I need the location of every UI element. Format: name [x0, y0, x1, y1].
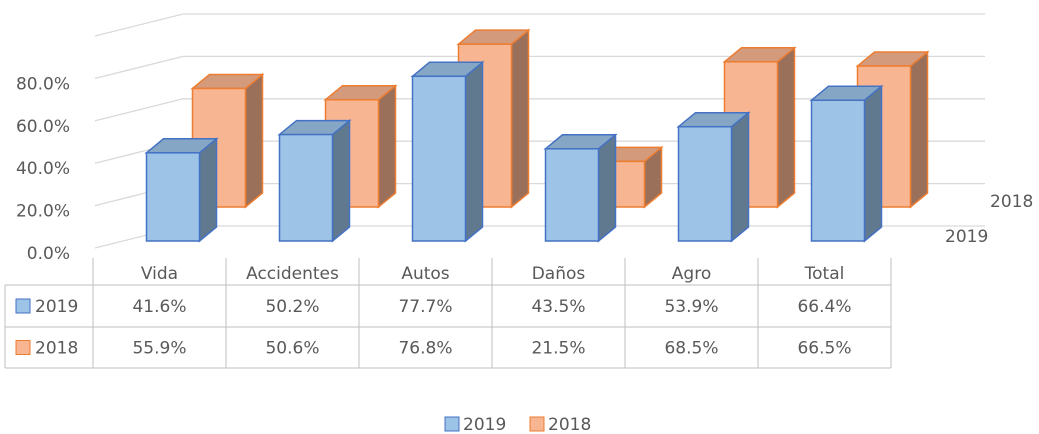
table-value: 53.9% [664, 297, 718, 317]
legend-key [15, 298, 31, 314]
depth-label: 2019 [945, 227, 988, 247]
bar-side [597, 133, 617, 243]
x-tick-label: Total [804, 264, 845, 284]
y-tick-label: 0.0% [27, 244, 70, 264]
bar-side [198, 137, 218, 243]
depth-label: 2018 [990, 192, 1033, 212]
table-value: 66.5% [797, 339, 851, 359]
bar [677, 125, 733, 242]
x-tick-label: Daños [532, 264, 586, 284]
y-tick-label: 80.0% [16, 74, 70, 94]
y-tick-label: 40.0% [16, 159, 70, 179]
bar-side [331, 118, 351, 243]
bar-side [776, 46, 796, 209]
y-tick-label: 60.0% [16, 117, 70, 137]
table-value: 77.7% [398, 297, 452, 317]
table-value: 66.4% [797, 297, 851, 317]
table-value: 41.6% [132, 297, 186, 317]
legend-label: 2019 [463, 415, 506, 434]
bar [278, 133, 334, 242]
x-tick-label: Vida [141, 264, 178, 284]
grid-line [94, 55, 985, 80]
table-value: 50.6% [265, 339, 319, 359]
bar [411, 75, 467, 242]
grid-line [94, 98, 985, 122]
legend-key [15, 340, 31, 355]
bar-side [909, 50, 929, 209]
x-tick-label: Autos [401, 264, 449, 284]
x-tick-label: Agro [672, 264, 711, 284]
bar-side [464, 60, 484, 243]
x-tick-label: Accidentes [246, 264, 339, 284]
table-series-name: 2019 [35, 297, 78, 317]
bar-side [863, 84, 883, 243]
table-value: 55.9% [132, 339, 186, 359]
legend-key [529, 416, 545, 432]
bar-side [730, 111, 750, 243]
table-value: 21.5% [531, 339, 585, 359]
table-value: 76.8% [398, 339, 452, 359]
legend-key [444, 416, 460, 432]
legend-label: 2018 [548, 415, 591, 434]
table-value: 68.5% [664, 339, 718, 359]
bar [810, 99, 866, 242]
grid-line [94, 13, 985, 37]
bar-side [510, 28, 530, 209]
table-value: 50.2% [265, 297, 319, 317]
bar-side [377, 84, 397, 209]
bar [544, 148, 600, 242]
bar-side [244, 72, 264, 209]
y-tick-label: 20.0% [16, 202, 70, 222]
bar [145, 152, 201, 242]
table-series-name: 2018 [35, 339, 78, 359]
table-value: 43.5% [531, 297, 585, 317]
